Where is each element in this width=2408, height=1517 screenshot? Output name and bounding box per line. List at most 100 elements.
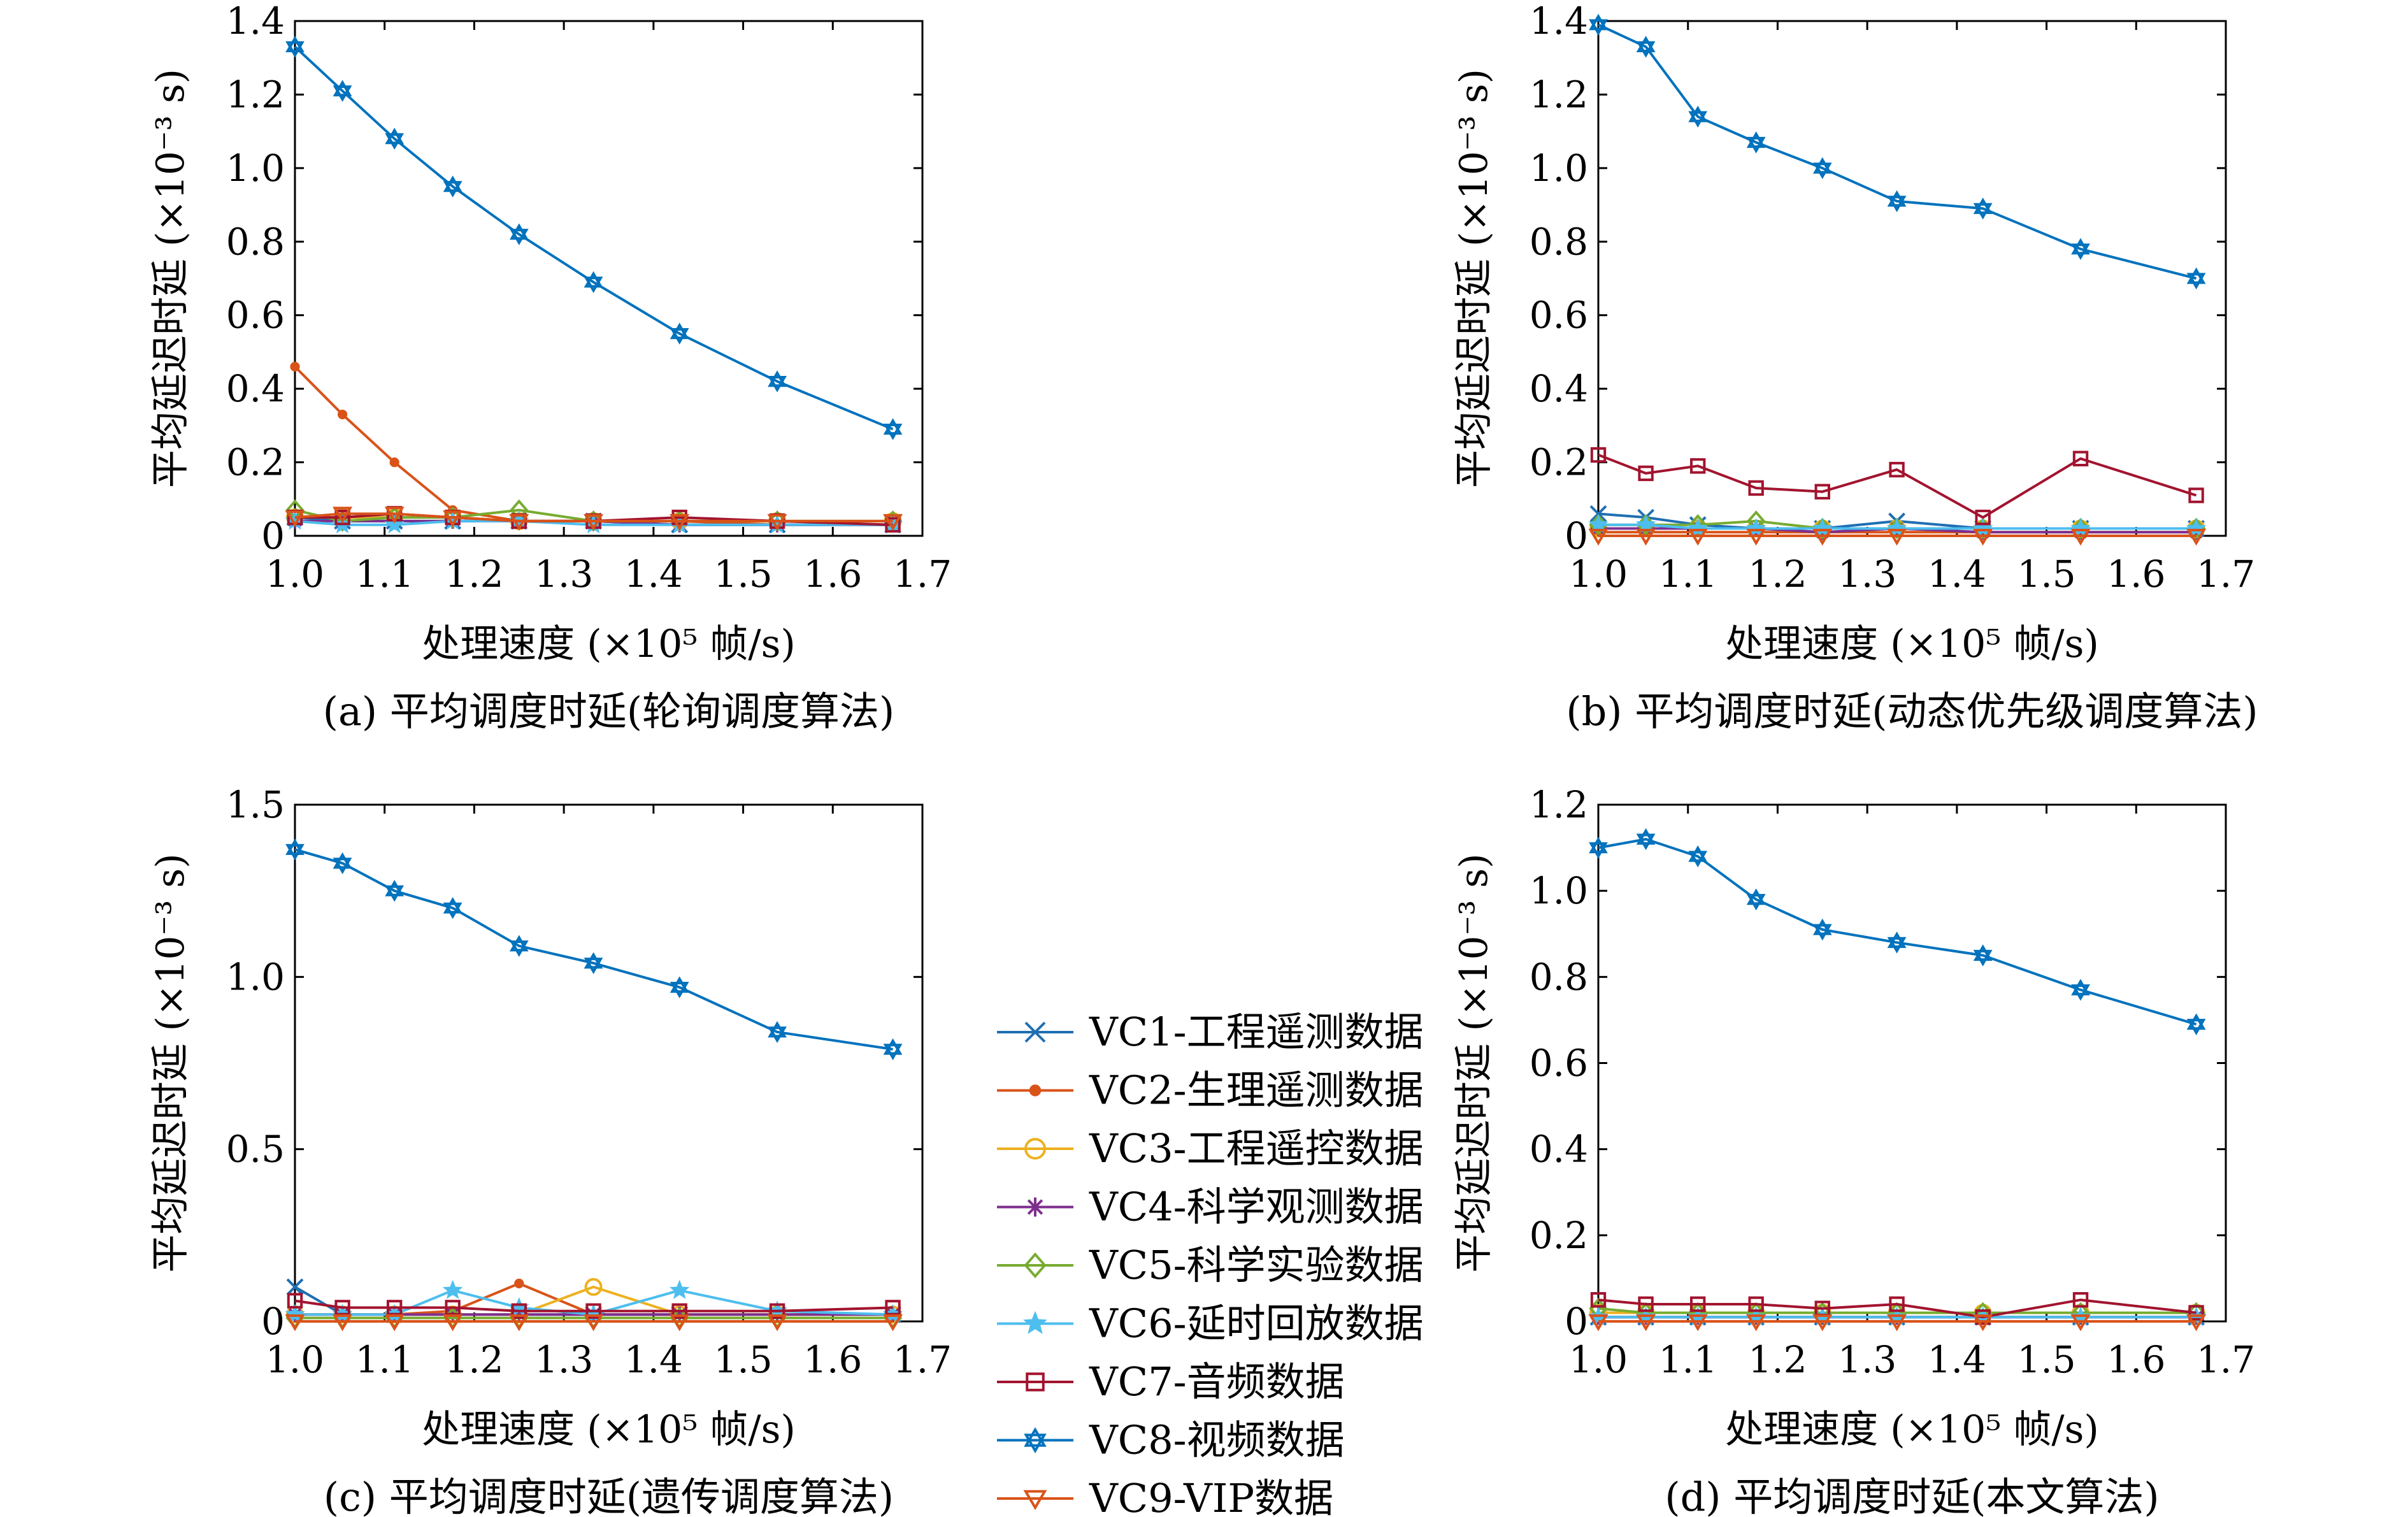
legend-marker-vc8 [1024,1427,1047,1447]
data-point-vc8 [768,370,787,387]
data-point-vc7 [2188,487,2204,503]
data-point-vc8 [1812,918,1832,935]
data-point-vc8 [1636,36,1656,52]
data-point-vc8 [2071,243,2090,260]
legend-item-vc7: VC7-音频数据 [997,1358,1345,1405]
data-point-vc9 [2186,1314,2207,1332]
y-tick-label: 1.0 [1530,147,1588,190]
series-line-vc8 [294,45,894,431]
chart-caption: (c) 平均调度时延(遗传调度算法) [324,1474,894,1517]
x-tick-label: 1.5 [713,552,772,596]
x-tick-label: 1.0 [1569,1338,1628,1381]
data-point-vc9 [384,1314,405,1332]
x-axis-label: 处理速度 (×10⁵ 帧/s) [1725,1407,2099,1452]
data-point-vc9 [2070,1314,2091,1332]
data-point-vc7 [2072,450,2089,466]
legend-label: VC4-科学观测数据 [1089,1184,1424,1230]
legend-marker-vc7 [1026,1372,1045,1391]
plot-frame [294,20,924,537]
legend-item-vc2: VC2-生理遥测数据 [997,1067,1424,1114]
data-point-vc8 [1812,157,1832,174]
data-point-vc8 [1589,19,1608,36]
data-point-vc8 [768,376,787,392]
x-tick-label: 1.5 [2017,552,2075,596]
data-point-vc8 [1887,196,1907,212]
x-tick-label: 1.0 [266,552,324,596]
data-point-vc9 [767,514,787,531]
data-point-vc6 [1635,514,1656,534]
data-point-vc8 [2186,1019,2206,1035]
data-point-vc8 [584,271,603,288]
data-point-vc1 [286,1278,304,1296]
series-vc8 [285,838,903,1061]
data-point-vc8 [670,322,689,340]
legend-item-vc4: VC4-科学观测数据 [997,1184,1424,1230]
legend-item-vc9: VC9-VIP数据 [997,1475,1333,1517]
y-tick-label: 0.6 [226,294,285,337]
legend-marker-vc3 [1024,1138,1046,1160]
y-tick-label: 0.4 [1530,367,1588,410]
data-point-vc7 [1638,465,1654,482]
data-point-vc7 [885,517,901,533]
data-point-vc8 [385,133,405,150]
data-point-vc9 [285,1314,305,1332]
legend-marker-vc5 [1024,1252,1047,1279]
x-tick-label: 1.3 [1838,1338,1896,1381]
data-point-vc8 [883,424,903,440]
data-point-vc7 [334,1300,350,1316]
plot-frame [1597,803,2227,1323]
data-point-vc8 [2071,984,2090,1001]
legend-item-vc1: VC1-工程遥测数据 [997,1009,1424,1055]
series-vc9 [285,1314,903,1332]
data-point-vc2 [337,409,348,420]
data-point-vc8 [509,935,529,952]
data-point-vc7 [1638,1296,1654,1312]
data-point-vc9 [1746,1314,1767,1332]
y-tick-label: 0.6 [1530,1042,1588,1085]
y-tick-label: 1.5 [226,783,285,826]
data-point-vc8 [670,976,689,993]
data-point-vc7 [885,1300,901,1316]
data-point-vc9 [509,514,529,531]
x-axis-label: 处理速度 (×10⁵ 帧/s) [422,1407,796,1452]
data-point-vc8 [1887,931,1907,948]
data-point-vc9 [333,1314,353,1332]
data-point-vc7 [2072,1292,2089,1308]
data-point-vc9 [670,514,690,531]
data-point-vc8 [509,223,529,240]
data-point-vc9 [1636,529,1656,546]
data-point-vc7 [2188,1305,2204,1321]
series-line-vc8 [1598,23,2197,280]
data-point-vc2 [389,457,399,468]
x-tick-label: 1.3 [534,1338,593,1381]
data-point-vc7 [287,1293,303,1309]
data-point-vc8 [285,838,305,855]
y-axis-label: 平均延迟时延 (×10⁻³ s) [148,853,193,1272]
y-tick-label: 0.2 [1530,441,1588,484]
data-point-vc7 [511,1303,527,1319]
data-point-vc8 [1746,136,1766,154]
data-point-vc8 [333,80,352,97]
y-tick-label: 0 [1565,1300,1588,1343]
y-axis-label: 平均延迟时延 (×10⁻³ s) [1452,69,1496,488]
data-point-vc9 [1588,1314,1609,1332]
data-point-vc8 [1688,105,1708,122]
series-vc9 [1588,1314,2207,1332]
y-tick-label: 1.4 [226,0,285,43]
data-point-vc9 [1973,529,1993,546]
series-vc6 [1588,514,2207,537]
data-point-vc9 [1588,529,1609,546]
y-tick-label: 1.0 [1530,869,1588,912]
series-line-vc7 [1598,1298,2197,1319]
x-tick-label: 1.4 [1928,552,1986,596]
series-vc2 [290,361,898,530]
legend-label: VC2-生理遥测数据 [1089,1067,1424,1114]
y-tick-label: 0.2 [1530,1214,1588,1257]
x-tick-label: 1.1 [355,552,414,596]
y-tick-label: 0 [1565,514,1588,557]
y-tick-label: 0.4 [1530,1128,1588,1171]
data-point-vc7 [1889,1296,1905,1312]
data-point-vc8 [1636,833,1656,851]
legend-marker-vc9 [1023,1490,1047,1511]
y-tick-label: 0 [261,514,285,557]
